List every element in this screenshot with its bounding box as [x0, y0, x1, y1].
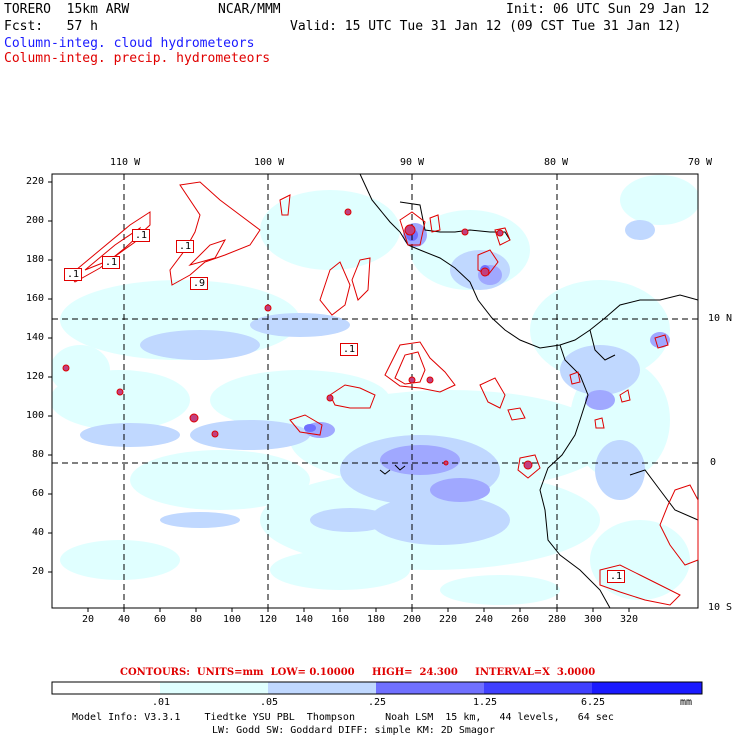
y-label: 20: [32, 566, 45, 577]
lon-label: 80 W: [544, 157, 569, 168]
x-label: 80: [190, 614, 203, 625]
x-label: 60: [154, 614, 167, 625]
lon-label: 70 W: [688, 157, 713, 168]
y-label: 80: [32, 449, 45, 460]
x-label: 260: [511, 614, 530, 625]
contour-value-box: .1: [132, 229, 151, 242]
contour-value-box: .1: [607, 570, 626, 583]
y-label: 220: [26, 176, 45, 187]
cloud-field: [52, 175, 698, 605]
y-axis-ticks: [48, 181, 52, 573]
x-label: 240: [475, 614, 494, 625]
precip-spots: [62, 208, 533, 470]
y-label: 60: [32, 488, 45, 499]
lon-label: 110 W: [110, 157, 141, 168]
y-label: 140: [26, 332, 45, 343]
x-axis-ticks: [87, 608, 630, 612]
contour-value-box: .1: [340, 343, 359, 356]
field-cloud-title: Column-integ. cloud hydrometeors: [4, 36, 255, 51]
colorbar-tick: .25: [368, 697, 387, 708]
lat-label: 0: [710, 457, 717, 468]
y-label: 100: [26, 410, 45, 421]
y-label: 120: [26, 371, 45, 382]
colorbar-tick: .05: [260, 697, 279, 708]
valid-time: Valid: 15 UTC Tue 31 Jan 12 (09 CST Tue …: [290, 19, 682, 34]
model-info-line2: LW: Godd SW: Goddard DIFF: simple KM: 2D…: [212, 725, 495, 736]
lon-label: 90 W: [400, 157, 425, 168]
x-label: 140: [295, 614, 314, 625]
colorbar-tick: 6.25: [581, 697, 606, 708]
lat-label: 10 S: [708, 602, 733, 613]
x-label: 180: [367, 614, 386, 625]
forecast-hour: Fcst: 57 h: [4, 19, 98, 34]
contour-value-box: .9: [190, 277, 209, 290]
x-label: 20: [82, 614, 95, 625]
x-label: 280: [548, 614, 567, 625]
y-label: 40: [32, 527, 45, 538]
colorbar-tick: .01: [152, 697, 171, 708]
x-label: 100: [223, 614, 242, 625]
model-info-line1: Model Info: V3.3.1 Tiedtke YSU PBL Thomp…: [72, 712, 614, 723]
y-label: 180: [26, 254, 45, 265]
model-name: TORERO 15km ARW: [4, 2, 130, 17]
x-label: 160: [331, 614, 350, 625]
y-label: 160: [26, 293, 45, 304]
y-label: 200: [26, 215, 45, 226]
x-label: 320: [620, 614, 639, 625]
colorbar: [51, 681, 703, 695]
init-time: Init: 06 UTC Sun 29 Jan 12: [506, 2, 710, 17]
contour-value-box: .1: [102, 256, 121, 269]
x-label: 120: [259, 614, 278, 625]
plot-frame: [51, 173, 699, 609]
contour-value-box: .1: [64, 268, 83, 281]
lat-label: 10 N: [708, 313, 733, 324]
precip-contours: [69, 181, 699, 606]
colorbar-tick: 1.25: [473, 697, 498, 708]
lon-label: 100 W: [254, 157, 285, 168]
organization: NCAR/MMM: [218, 2, 281, 17]
x-label: 220: [439, 614, 458, 625]
colorbar-unit: mm: [680, 697, 693, 708]
contour-info: CONTOURS: UNITS=mm LOW= 0.10000 HIGH= 24…: [120, 667, 596, 678]
field-precip-title: Column-integ. precip. hydrometeors: [4, 51, 271, 66]
x-label: 300: [584, 614, 603, 625]
contour-value-box: .1: [176, 240, 195, 253]
x-label: 200: [403, 614, 422, 625]
x-label: 40: [118, 614, 131, 625]
